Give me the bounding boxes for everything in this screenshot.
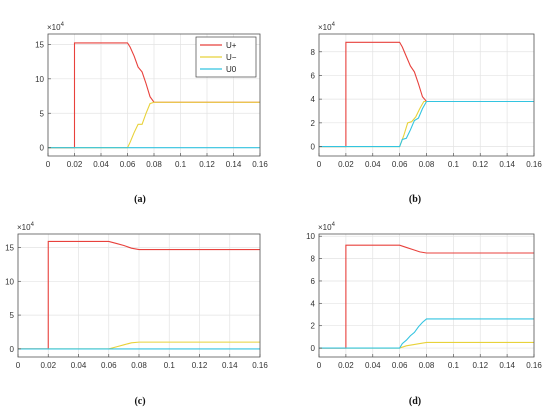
y-tick-label: 5 <box>40 109 45 118</box>
y-tick-label: 15 <box>5 244 14 253</box>
y-tick-label: 0 <box>311 344 316 353</box>
x-tick-label: 0.02 <box>40 361 56 370</box>
x-tick-label: 0 <box>46 160 51 169</box>
chart-panel-2: 0 0.02 0.04 0.06 0.08 0.1 0.12 0.14 0.16 0 2 4 6 8 ×10… <box>311 22 543 205</box>
y-tick-label: 2 <box>311 322 316 331</box>
chart-panel-1: 0 0.02 0.04 0.06 0.08 0.1 0.12 0.14 0.16 0 5 10 15×1… <box>35 22 268 205</box>
y-tick-label: 6 <box>311 277 316 286</box>
x-tick-label: 0 <box>16 361 21 370</box>
axis-exponent-label: ×104 <box>318 22 336 32</box>
x-tick-label: 0.06 <box>101 361 117 370</box>
x-tick-label: 0.16 <box>252 361 268 370</box>
y-tick-label: 8 <box>311 48 316 57</box>
axis-exponent-label: ×104 <box>47 22 65 32</box>
x-tick-label: 0.08 <box>131 361 147 370</box>
x-tick-label: 0.06 <box>392 361 408 370</box>
x-tick-label: 0.12 <box>192 361 208 370</box>
x-tick-label: 0.02 <box>338 361 354 370</box>
panel-subtitle: (c) <box>134 396 145 407</box>
x-tick-label: 0.16 <box>526 361 542 370</box>
x-tick-label: 0.04 <box>71 361 87 370</box>
x-tick-label: 0.12 <box>199 160 215 169</box>
series-line-u-plus <box>18 240 260 350</box>
x-tick-label: 0.1 <box>448 361 460 370</box>
y-tick-label: 0 <box>311 143 316 152</box>
panel-subtitle: (d) <box>409 396 421 407</box>
x-tick-label: 0.12 <box>472 160 488 169</box>
x-tick-label: 0.14 <box>222 361 238 370</box>
series-line-u-plus <box>319 244 534 349</box>
y-tick-label: 10 <box>306 232 315 241</box>
y-tick-label: 5 <box>10 311 15 320</box>
x-tick-label: 0.04 <box>93 160 109 169</box>
chart-panel-4: 0 0.02 0.04 0.06 0.08 0.1 0.12 0.14 0.16 0 2 4 6 8 10×… <box>306 222 542 407</box>
x-tick-label: 0.14 <box>499 160 515 169</box>
x-tick-label: 0.14 <box>226 160 242 169</box>
x-tick-label: 0.06 <box>120 160 136 169</box>
legend-entry-label: U0 <box>226 65 237 74</box>
axis-exponent-label: ×104 <box>17 222 35 232</box>
x-tick-label: 0.1 <box>175 160 187 169</box>
y-tick-label: 10 <box>35 75 44 84</box>
x-tick-label: 0.1 <box>164 361 176 370</box>
x-tick-label: 0.02 <box>338 160 354 169</box>
x-tick-label: 0 <box>317 361 322 370</box>
x-tick-label: 0.16 <box>252 160 268 169</box>
y-tick-label: 2 <box>311 119 316 128</box>
series-line-u-zero <box>319 100 534 148</box>
x-tick-label: 0.04 <box>365 361 381 370</box>
x-tick-label: 0.1 <box>448 160 460 169</box>
x-tick-label: 0.12 <box>472 361 488 370</box>
y-tick-label: 15 <box>35 40 44 49</box>
y-tick-label: 4 <box>311 299 316 308</box>
y-tick-label: 0 <box>10 345 15 354</box>
x-tick-label: 0.06 <box>392 160 408 169</box>
y-tick-label: 10 <box>5 277 14 286</box>
axis-exponent-label: ×104 <box>318 222 336 232</box>
x-tick-label: 0.04 <box>365 160 381 169</box>
x-tick-label: 0.08 <box>146 160 162 169</box>
x-tick-label: 0.02 <box>67 160 83 169</box>
series-line-u-minus <box>48 101 260 149</box>
x-tick-label: 0 <box>317 160 322 169</box>
legend: U+ U− U0 <box>195 36 257 78</box>
x-tick-label: 0.08 <box>419 160 435 169</box>
panel-subtitle: (b) <box>409 194 421 205</box>
panel-subtitle: (a) <box>134 194 146 205</box>
series-line-u-plus <box>48 42 260 149</box>
y-tick-label: 4 <box>311 95 316 104</box>
y-tick-label: 8 <box>311 255 316 264</box>
y-tick-label: 6 <box>311 71 316 80</box>
x-tick-label: 0.14 <box>499 361 515 370</box>
y-tick-label: 0 <box>40 144 45 153</box>
series-line-u-zero <box>319 318 534 349</box>
legend-entry-label: U− <box>226 53 237 62</box>
legend-entry-label: U+ <box>226 41 237 50</box>
x-tick-label: 0.08 <box>419 361 435 370</box>
chart-panel-3: 0 0.02 0.04 0.06 0.08 0.1 0.12 0.14 0.16 0 5 10 15 ×1… <box>5 222 268 407</box>
series-line-u-plus <box>319 41 534 148</box>
x-tick-label: 0.16 <box>526 160 542 169</box>
